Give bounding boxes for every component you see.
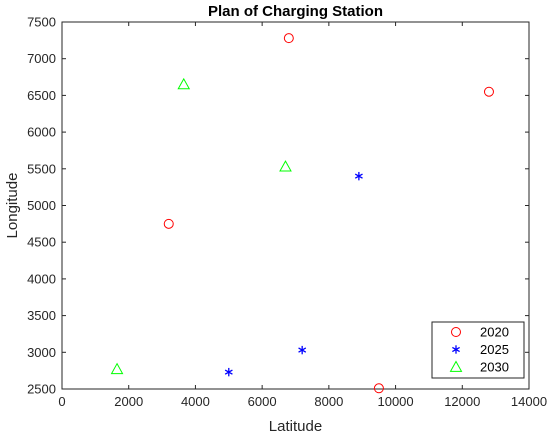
legend-label-2030: 2030: [480, 360, 509, 375]
x-tick-label: 12000: [444, 394, 480, 409]
y-tick-label: 6000: [27, 125, 56, 140]
x-axis-label: Latitude: [269, 418, 322, 435]
chart-title: Plan of Charging Station: [208, 3, 383, 20]
y-tick-label: 4000: [27, 271, 56, 286]
x-tick-label: 10000: [377, 394, 413, 409]
point-2030: [110, 362, 124, 375]
x-tick-label: 4000: [181, 394, 210, 409]
x-tick-label: 8000: [314, 394, 343, 409]
legend: 2020 2025 2030: [431, 321, 525, 379]
x-tick-label: 0: [58, 394, 65, 409]
x-tick-label: 14000: [511, 394, 547, 409]
x-axis: 0 2000 4000 6000 8000 10000 12000 14000: [58, 22, 547, 409]
y-tick-label: 2500: [27, 382, 56, 397]
legend-label-2020: 2020: [480, 325, 509, 340]
point-2030: [279, 160, 292, 172]
point-2025: [224, 367, 233, 377]
point-2020: [283, 33, 294, 44]
y-tick-label: 4500: [27, 235, 56, 250]
y-tick-label: 3500: [27, 308, 56, 323]
point-2025: [354, 171, 363, 181]
legend-label-2025: 2025: [480, 342, 509, 357]
point-2030: [177, 77, 191, 90]
y-tick-label: 3000: [27, 345, 56, 360]
x-tick-label: 2000: [114, 394, 143, 409]
legend-marker-2030: [449, 360, 463, 372]
y-axis-label: Longitude: [4, 173, 21, 239]
x-tick-label: 6000: [248, 394, 277, 409]
point-2020: [483, 86, 494, 97]
y-tick-label: 5500: [27, 161, 56, 176]
point-2025: [298, 345, 307, 355]
point-2020: [373, 383, 384, 394]
data-points: [110, 33, 494, 394]
legend-box: [431, 321, 525, 379]
legend-marker-2020: [451, 327, 461, 337]
y-tick-label: 7000: [27, 51, 56, 66]
y-tick-label: 5000: [27, 198, 56, 213]
y-tick-label: 7500: [27, 15, 56, 30]
point-2020: [163, 218, 174, 229]
y-tick-label: 6500: [27, 88, 56, 103]
legend-marker-2025: [452, 345, 460, 354]
y-axis: 2500 3000 3500 4000 4500 5000 5500 6000 6500 7000…: [27, 15, 529, 397]
